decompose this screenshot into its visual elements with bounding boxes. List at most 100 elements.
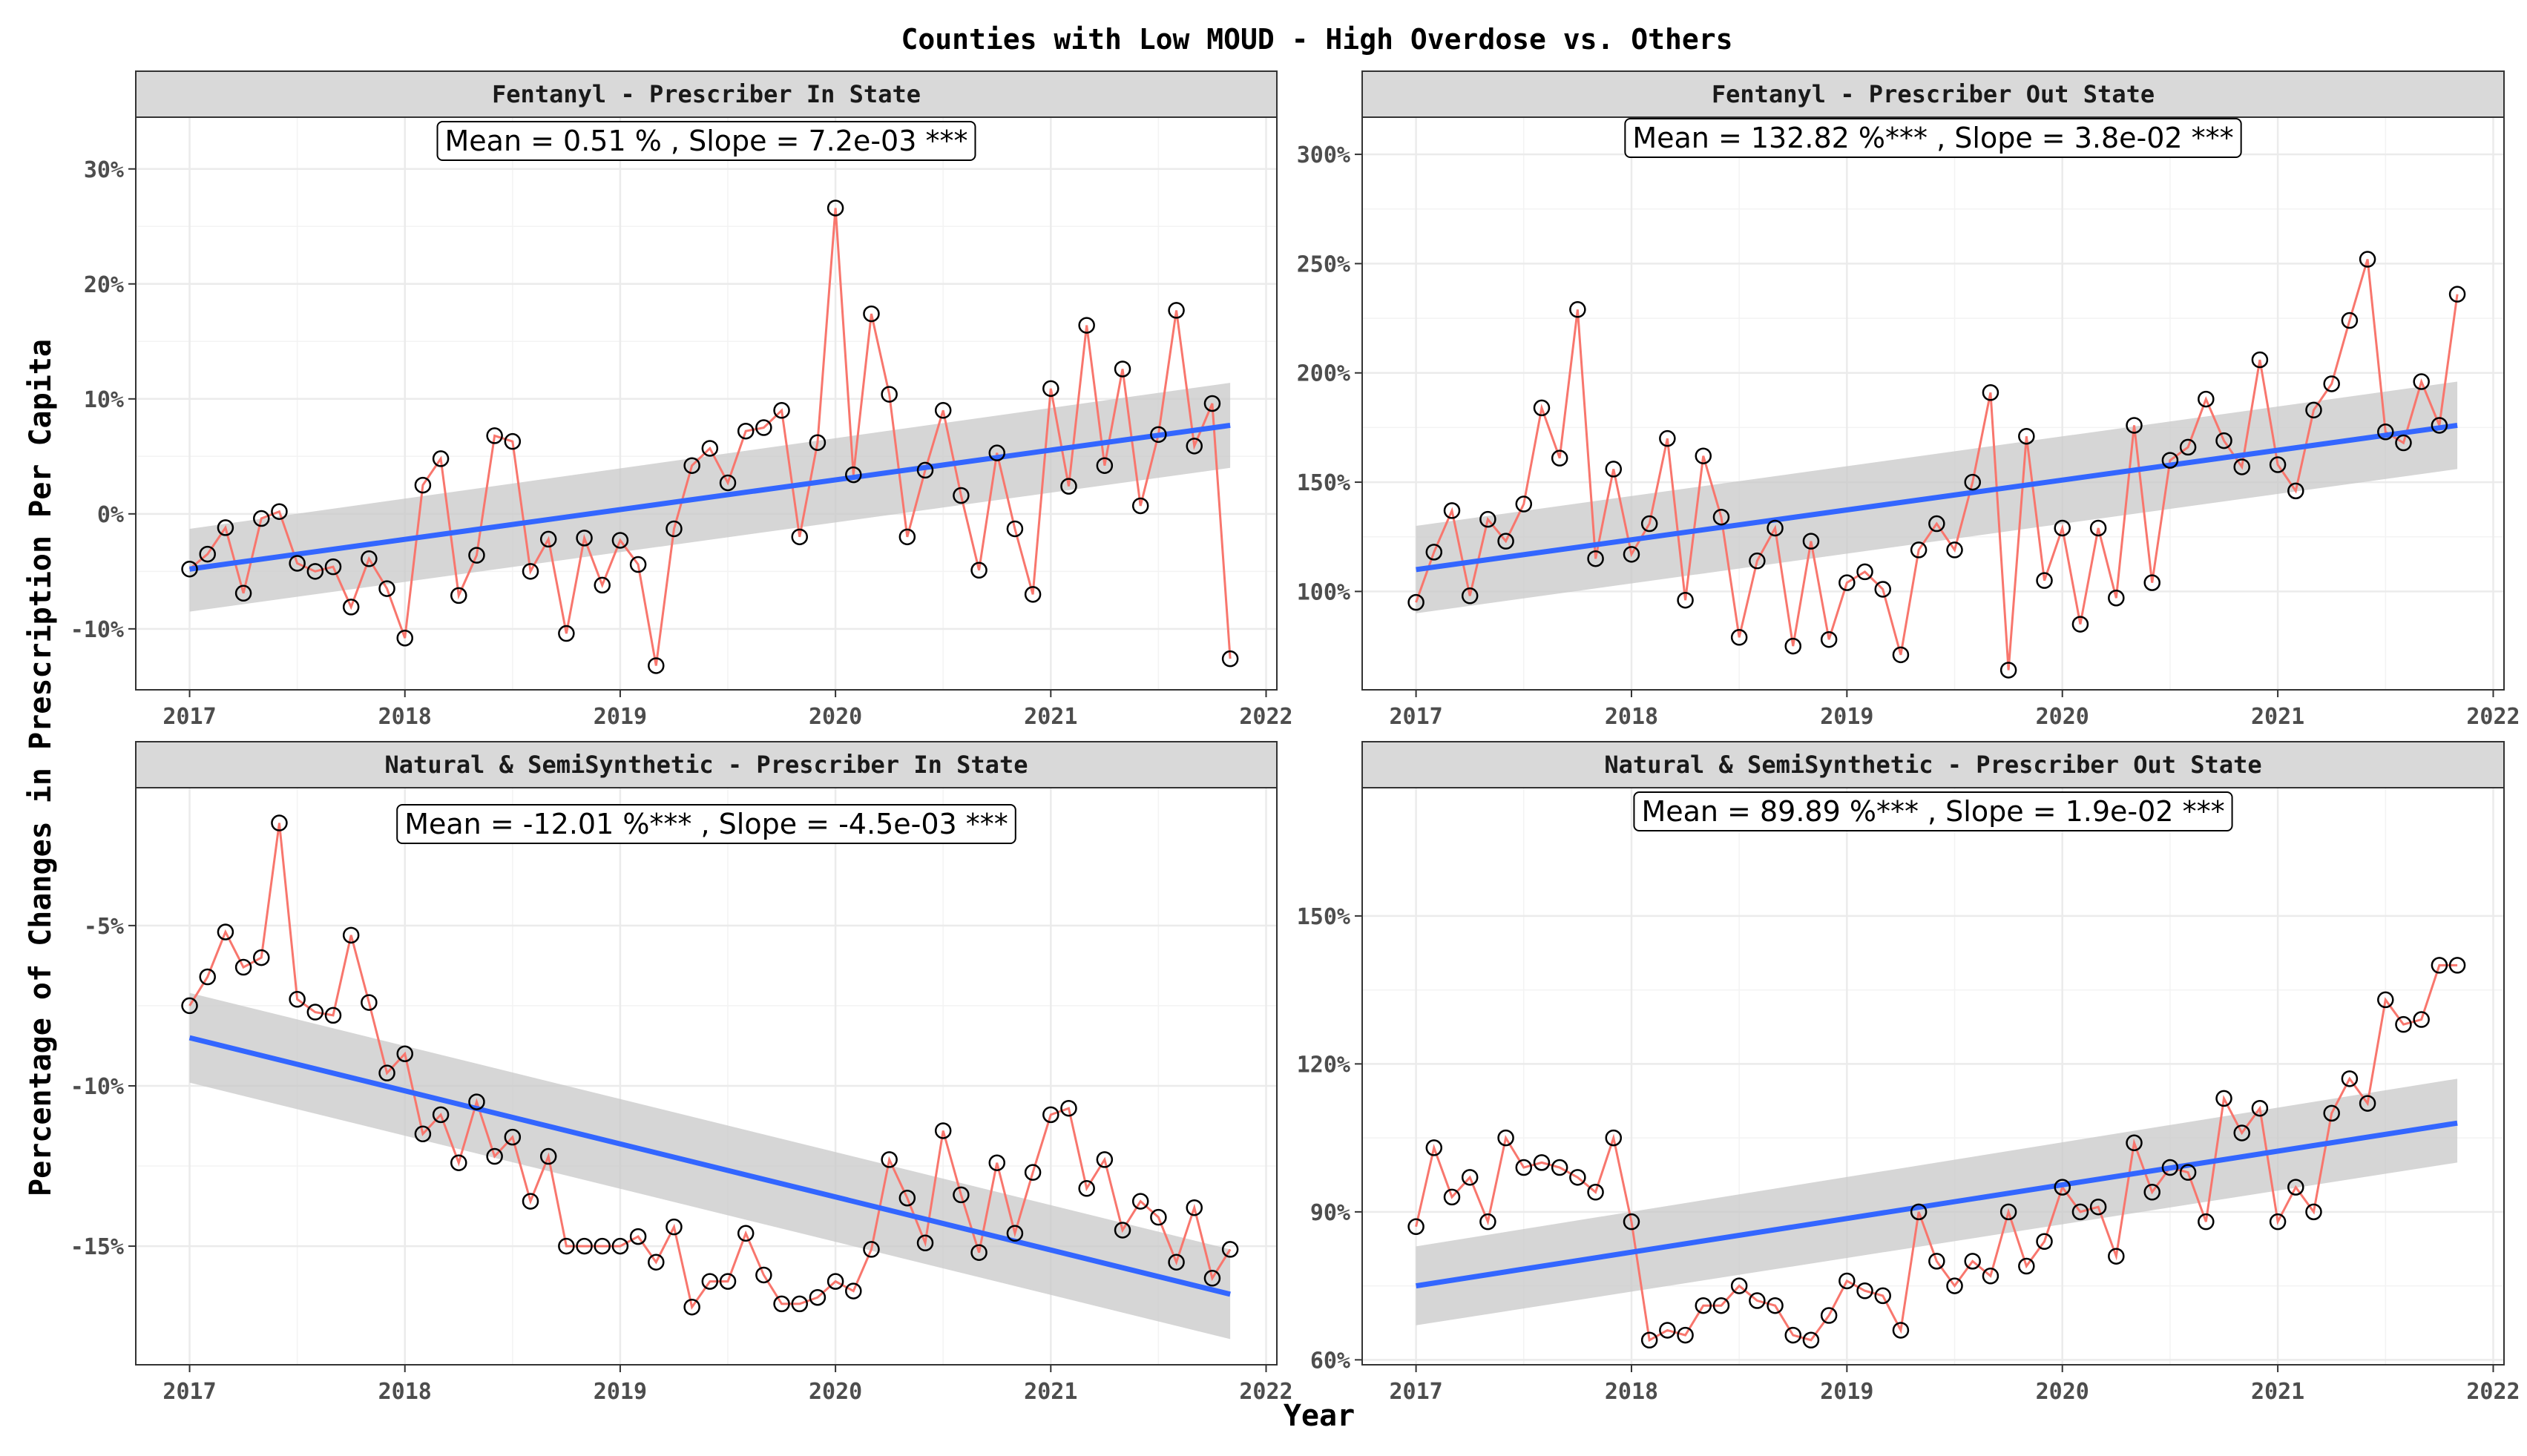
data-point — [1659, 1322, 1676, 1339]
panel-title: Natural & SemiSynthetic - Prescriber Out… — [1604, 751, 2261, 779]
data-point — [1659, 429, 1676, 447]
data-point — [199, 968, 216, 986]
data-point — [2233, 1124, 2250, 1142]
y-tick-label: 200% — [1297, 361, 1350, 387]
data-point — [648, 1254, 665, 1271]
data-point — [2413, 1011, 2430, 1028]
data-point — [1892, 1322, 1910, 1339]
panel-fentanyl-in-state: Fentanyl - Prescriber In State 2017 2018 20… — [70, 70, 1293, 730]
data-point — [1425, 1139, 1443, 1156]
data-point — [648, 657, 665, 674]
data-point — [486, 427, 503, 444]
x-tick-label: 2022 — [2466, 704, 2520, 730]
data-point — [988, 1154, 1006, 1171]
data-point — [1910, 1203, 1928, 1221]
data-point — [253, 510, 270, 527]
data-point — [1587, 550, 1604, 567]
data-point — [666, 520, 683, 538]
data-point — [1221, 650, 1239, 668]
data-point — [2071, 1203, 2089, 1221]
x-tick-label: 2022 — [1239, 1379, 1292, 1405]
data-point — [809, 1288, 827, 1306]
y-axis-title: Percentage of Changes in Prescription Pe… — [24, 339, 58, 1196]
data-point — [916, 461, 934, 479]
data-point — [1114, 360, 1131, 378]
data-point — [1605, 1129, 1623, 1147]
stats-annotation-box — [1624, 118, 2242, 158]
data-point — [916, 1234, 934, 1252]
data-point — [2431, 417, 2448, 434]
x-tick-label: 2017 — [1389, 1379, 1442, 1405]
data-point — [2108, 589, 2125, 607]
data-point — [683, 1298, 700, 1316]
data-point — [2018, 1257, 2035, 1275]
panel-title: Fentanyl - Prescriber In State — [492, 80, 921, 108]
data-point — [468, 547, 485, 564]
data-point — [432, 1106, 450, 1124]
stats-annotation-text: Mean = -12.01 %*** , Slope = -4.5e-03 **… — [404, 808, 1008, 840]
data-point — [2448, 957, 2466, 974]
y-tick-label: 60% — [1310, 1348, 1350, 1374]
panel-fentanyl-out-state: Fentanyl - Prescriber Out State 2017 2018 2… — [1297, 70, 2520, 730]
data-point — [1515, 495, 1533, 513]
data-point — [504, 432, 522, 450]
y-tick-label: 120% — [1297, 1052, 1350, 1078]
plot-border — [135, 787, 1278, 1366]
regression-line — [1416, 422, 2458, 573]
x-tick-label: 2019 — [594, 704, 647, 730]
data-point — [2018, 427, 2035, 445]
regression-line — [189, 422, 1231, 572]
data-point — [414, 1125, 432, 1143]
data-point — [898, 528, 916, 546]
data-point — [1168, 1254, 1185, 1271]
panel-natural-out-state: Natural & SemiSynthetic - Prescriber Out… — [1297, 741, 2520, 1405]
stats-annotation-box — [436, 121, 976, 161]
data-point — [2413, 373, 2430, 390]
stats-annotation-box — [1633, 791, 2233, 831]
data-point — [1730, 1277, 1748, 1294]
data-point — [271, 814, 288, 831]
data-point — [1168, 302, 1185, 319]
data-point — [289, 991, 306, 1008]
panel-natural-in-state: Natural & SemiSynthetic - Prescriber In … — [70, 741, 1293, 1405]
data-point — [217, 519, 234, 536]
data-point — [1443, 1188, 1461, 1206]
data-point — [181, 997, 198, 1015]
data-point — [2359, 1095, 2376, 1112]
data-point — [486, 1147, 503, 1165]
data-point — [1479, 510, 1496, 528]
data-point — [737, 422, 755, 440]
data-point — [970, 561, 988, 579]
y-tick-label: 100% — [1297, 579, 1350, 605]
data-point — [2161, 452, 2179, 469]
data-point — [1551, 449, 1568, 467]
y-tick-label: 30% — [84, 157, 124, 183]
x-tick-label: 2018 — [1605, 1379, 1658, 1405]
data-point — [791, 1295, 808, 1313]
data-point — [1712, 508, 1730, 526]
data-point — [1407, 593, 1424, 611]
data-point — [1221, 1241, 1239, 1258]
x-tick-label: 2021 — [2251, 1379, 2304, 1405]
data-point — [199, 545, 216, 563]
data-point — [1515, 1159, 1533, 1176]
data-point — [361, 550, 378, 567]
data-point — [576, 530, 593, 547]
data-point — [1605, 461, 1623, 478]
data-point — [1640, 1331, 1658, 1349]
x-tick-label: 2020 — [809, 1379, 862, 1405]
data-point — [1856, 563, 1873, 581]
data-point — [1042, 1106, 1059, 1124]
panel-title: Fentanyl - Prescriber Out State — [1712, 80, 2155, 108]
data-point — [414, 476, 432, 494]
y-tick-label: -10% — [70, 617, 124, 643]
data-point — [1820, 630, 1838, 648]
x-tick-label: 2017 — [162, 704, 216, 730]
data-point — [953, 487, 970, 504]
stats-annotation: Mean = 89.89 %*** , Slope = 1.9e-02 *** — [1633, 791, 2233, 831]
data-point — [701, 1273, 719, 1290]
data-point — [1042, 380, 1059, 398]
x-tick-label: 2021 — [1024, 1379, 1077, 1405]
data-point — [2089, 519, 2107, 537]
data-point — [1874, 581, 1891, 598]
